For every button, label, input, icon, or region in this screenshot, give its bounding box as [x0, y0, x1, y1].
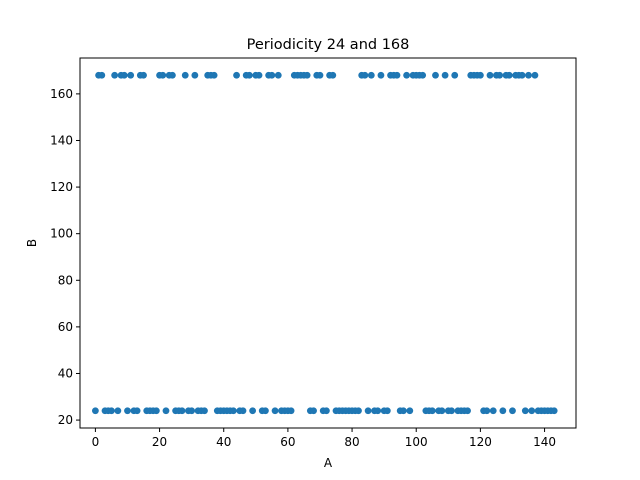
data-point — [367, 71, 375, 79]
y-tick-label: 40 — [58, 366, 73, 380]
y-tick-label: 60 — [58, 320, 73, 334]
data-point — [169, 71, 176, 79]
data-point — [428, 407, 436, 415]
data-point — [518, 71, 526, 79]
data-point — [191, 71, 199, 79]
data-point — [92, 407, 99, 415]
data-point — [483, 407, 491, 415]
data-point — [464, 407, 471, 415]
x-axis-label: A — [324, 456, 333, 470]
data-point — [509, 407, 516, 415]
x-tick-label: 0 — [92, 435, 100, 449]
y-tick-label: 20 — [58, 413, 73, 427]
data-point — [274, 71, 282, 79]
data-point — [525, 71, 532, 79]
x-axis-ticks: 0 20 40 60 80 100 120 140 — [92, 428, 556, 449]
data-points — [92, 71, 558, 415]
data-point — [393, 71, 401, 79]
data-point — [114, 407, 122, 415]
data-point — [316, 71, 324, 79]
data-point — [448, 407, 455, 415]
data-point — [451, 71, 459, 79]
x-tick-label: 20 — [152, 435, 167, 449]
x-tick-label: 60 — [280, 435, 295, 449]
data-point — [127, 71, 135, 79]
data-point — [489, 407, 497, 415]
data-point — [249, 407, 257, 415]
data-point — [329, 71, 337, 79]
data-point — [111, 71, 119, 79]
data-point — [499, 407, 507, 415]
data-point — [419, 71, 427, 79]
data-point — [246, 71, 253, 79]
data-point — [476, 71, 484, 79]
x-tick-label: 100 — [405, 435, 428, 449]
data-point — [178, 407, 186, 415]
data-point — [271, 407, 279, 415]
data-point — [255, 71, 263, 79]
data-point — [152, 407, 160, 415]
data-point — [399, 407, 407, 415]
data-point — [124, 407, 131, 415]
y-axis-ticks: 20 40 60 80 100 120 140 160 — [50, 87, 80, 427]
data-point — [108, 407, 115, 415]
data-point — [303, 71, 311, 79]
data-point — [441, 71, 449, 79]
data-point — [120, 71, 128, 79]
data-point — [323, 407, 330, 415]
y-axis-label: B — [25, 239, 39, 247]
data-point — [233, 71, 240, 79]
chart-title: Periodicity 24 and 168 — [247, 37, 410, 53]
data-point — [496, 71, 504, 79]
data-point — [438, 407, 446, 415]
data-point — [550, 407, 558, 415]
data-point — [310, 407, 317, 415]
data-point — [531, 71, 539, 79]
data-point — [521, 407, 529, 415]
y-tick-label: 80 — [58, 273, 73, 287]
data-point — [406, 407, 414, 415]
data-point — [287, 407, 295, 415]
x-tick-label: 120 — [469, 435, 492, 449]
data-point — [364, 407, 372, 415]
y-tick-label: 140 — [50, 133, 73, 147]
data-point — [377, 71, 385, 79]
data-point — [140, 71, 147, 79]
data-point — [239, 407, 247, 415]
data-point — [133, 407, 141, 415]
data-point — [188, 407, 196, 415]
y-tick-label: 100 — [50, 227, 73, 241]
data-point — [374, 407, 382, 415]
data-point — [403, 71, 410, 79]
plot-frame — [79, 57, 577, 429]
data-point — [229, 407, 237, 415]
y-tick-label: 120 — [50, 180, 73, 194]
x-tick-label: 80 — [344, 435, 359, 449]
data-point — [528, 407, 536, 415]
data-point — [159, 71, 167, 79]
data-point — [432, 71, 439, 79]
data-point — [162, 407, 170, 415]
data-point — [355, 407, 362, 415]
x-tick-label: 140 — [533, 435, 556, 449]
data-point — [361, 71, 369, 79]
data-point — [262, 407, 269, 415]
data-point — [210, 71, 218, 79]
data-point — [383, 407, 391, 415]
data-point — [98, 71, 106, 79]
y-tick-label: 160 — [50, 87, 73, 101]
data-point — [181, 71, 189, 79]
data-point — [505, 71, 513, 79]
data-point — [268, 71, 276, 79]
data-point — [201, 407, 208, 415]
data-point — [486, 71, 494, 79]
x-tick-label: 40 — [216, 435, 231, 449]
